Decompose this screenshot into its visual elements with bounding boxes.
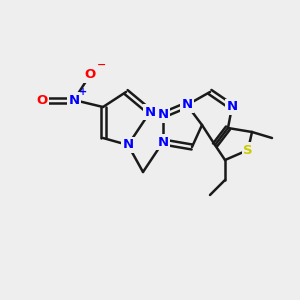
Text: N: N [122, 139, 134, 152]
Text: O: O [36, 94, 48, 106]
Text: N: N [158, 136, 169, 148]
Text: +: + [79, 87, 87, 97]
Text: O: O [84, 68, 96, 82]
Text: N: N [226, 100, 238, 113]
Text: N: N [182, 98, 193, 112]
Text: S: S [243, 143, 253, 157]
Text: N: N [158, 109, 169, 122]
Text: N: N [144, 106, 156, 118]
Text: −: − [97, 60, 106, 70]
Text: N: N [68, 94, 80, 106]
